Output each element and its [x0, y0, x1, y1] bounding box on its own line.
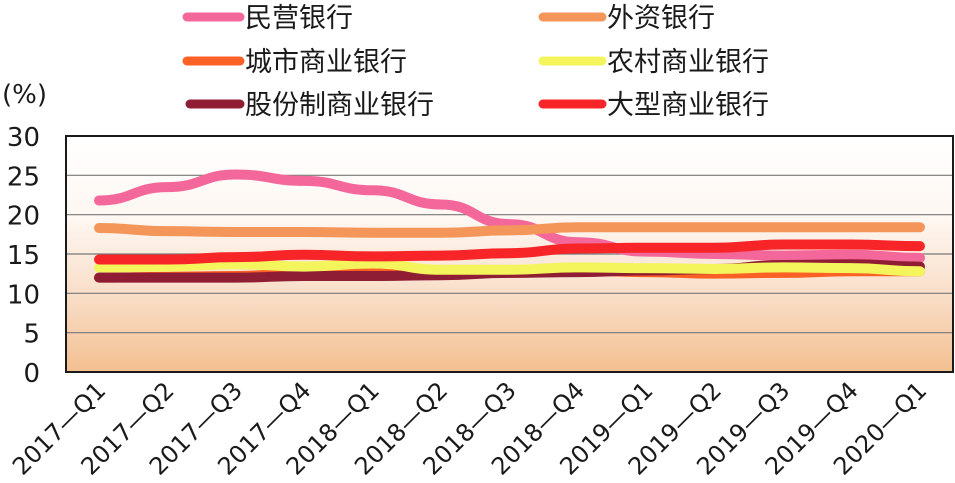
legend-label: 民营银行 — [245, 3, 353, 34]
legend-label: 大型商业银行 — [607, 90, 769, 121]
series-line — [94, 222, 925, 238]
plot-frame — [65, 135, 954, 373]
series-lines — [94, 169, 925, 283]
legend-label: 农村商业银行 — [607, 47, 769, 78]
y-axis-ticks: 0 5 10 15 20 25 30 — [7, 123, 40, 389]
y-tick-label: 5 — [23, 320, 40, 350]
legend-item: 股份制商业银行 — [185, 90, 434, 121]
y-axis-unit-label: (%) — [2, 80, 47, 110]
series-line — [94, 239, 925, 265]
legend-item: 农村商业银行 — [538, 47, 769, 78]
legend-label: 股份制商业银行 — [245, 90, 434, 121]
y-tick-label: 30 — [7, 123, 40, 153]
legend-item: 城市商业银行 — [182, 47, 407, 78]
series-line — [94, 169, 925, 263]
y-tick-label: 0 — [23, 359, 40, 389]
y-tick-label: 10 — [7, 280, 40, 310]
legend-item: 外资银行 — [538, 3, 715, 34]
y-tick-label: 20 — [7, 202, 40, 232]
legend-item: 大型商业银行 — [538, 90, 769, 121]
legend-label: 外资银行 — [607, 3, 715, 34]
legend-item: 民营银行 — [182, 3, 353, 34]
y-tick-label: 25 — [7, 162, 40, 192]
legend-label: 城市商业银行 — [245, 47, 407, 78]
y-tick-label: 15 — [7, 241, 40, 271]
series-line — [94, 258, 925, 277]
x-axis-ticks: 2017—Q12017—Q22017—Q32017—Q42018—Q12018—… — [7, 376, 932, 480]
